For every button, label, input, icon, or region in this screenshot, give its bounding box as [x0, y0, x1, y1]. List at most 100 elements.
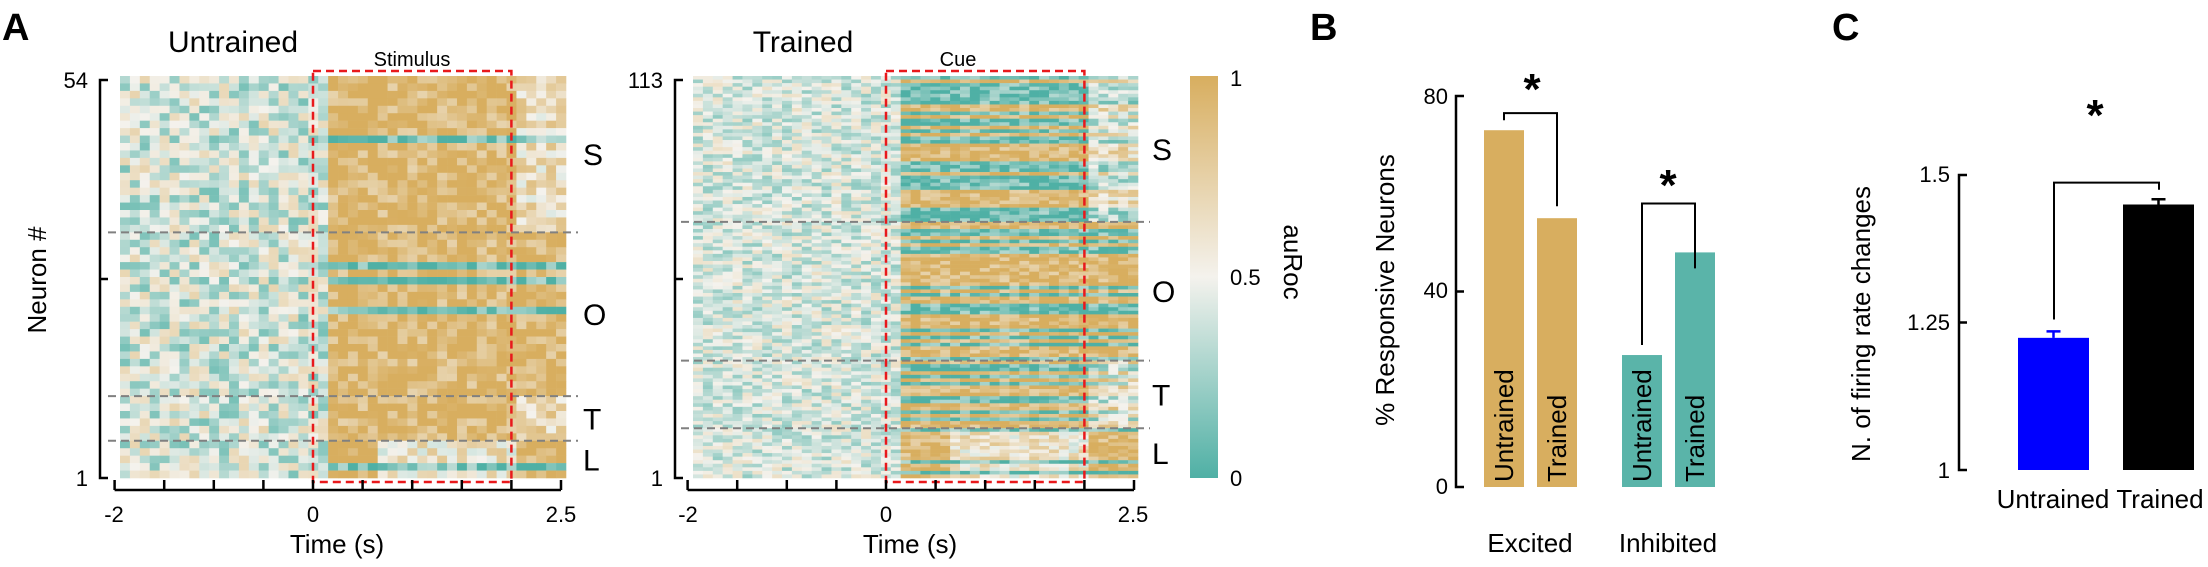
heatmap-cell	[338, 195, 349, 203]
heatmap-cell	[298, 284, 309, 293]
heatmap-cell	[377, 321, 388, 330]
heatmap-cell	[1019, 196, 1030, 201]
heatmap-cell	[702, 115, 714, 119]
heatmap-cell	[219, 403, 230, 412]
heatmap-cell	[801, 100, 812, 105]
heatmap-cell	[129, 277, 141, 285]
heatmap-cell	[693, 125, 704, 130]
heatmap-cell	[437, 187, 448, 196]
heatmap-cell	[407, 403, 418, 412]
heatmap-cell	[328, 165, 339, 174]
heatmap-cell	[772, 90, 783, 95]
heatmap-cell	[179, 418, 190, 427]
heatmap-cell	[338, 157, 349, 166]
heatmap-cell	[930, 207, 941, 212]
heatmap-cell	[712, 150, 723, 155]
heatmap-cell	[890, 129, 901, 134]
heatmap-cell	[238, 232, 250, 241]
heatmap-cell	[328, 336, 339, 345]
heatmap-cell	[1019, 161, 1030, 166]
heatmap-cell	[772, 157, 783, 162]
heatmap-cell	[841, 253, 852, 258]
heatmap-cell	[989, 86, 1000, 91]
heatmap-cell	[179, 262, 190, 270]
heatmap-cell	[772, 86, 783, 91]
heatmap-cell	[209, 411, 220, 419]
heatmap-cell	[831, 122, 842, 127]
heatmap-cell	[1118, 189, 1129, 194]
heatmap-cell	[476, 98, 488, 107]
heatmap-cell	[910, 179, 921, 184]
heatmap-cell	[486, 143, 497, 151]
heatmap-cell	[417, 172, 428, 181]
heatmap-cell	[1058, 168, 1070, 173]
heatmap-cell	[248, 321, 260, 330]
heatmap-cell	[229, 418, 240, 427]
heatmap-cell	[732, 218, 743, 223]
heatmap-cell	[831, 236, 842, 240]
heatmap-cell	[120, 329, 131, 337]
heatmap-cell	[278, 217, 289, 226]
heatmap-cell	[1098, 271, 1109, 276]
heatmap-cell	[1068, 136, 1079, 141]
heatmap-cell	[969, 118, 981, 123]
heatmap-cell	[890, 111, 901, 116]
heatmap-cell	[900, 250, 911, 255]
heatmap-cell	[199, 433, 210, 442]
heatmap-cell	[702, 97, 714, 102]
heatmap-cell	[950, 271, 961, 276]
heatmap-cell	[693, 275, 704, 280]
heatmap-cell	[1009, 243, 1020, 248]
heatmap-cell	[179, 411, 190, 419]
heatmap-cell	[516, 239, 527, 248]
heatmap-cell	[288, 254, 299, 263]
heatmap-cell	[930, 83, 941, 87]
heatmap-cell	[1128, 204, 1139, 208]
heatmap-cell	[1049, 232, 1060, 237]
heatmap-cell	[890, 83, 901, 87]
heatmap-cell	[712, 154, 723, 159]
heatmap-cell	[1019, 76, 1030, 80]
heatmap-cell	[407, 239, 418, 248]
heatmap-cell	[1088, 79, 1099, 84]
heatmap-cell	[940, 218, 951, 223]
heatmap-cell	[308, 403, 319, 412]
heatmap-cell	[149, 143, 160, 151]
heatmap-cell	[1049, 218, 1060, 223]
heatmap-cell	[357, 247, 369, 255]
heatmap-cell	[139, 433, 151, 442]
heatmap-cell	[1058, 140, 1070, 144]
heatmap-cell	[258, 143, 269, 151]
heatmap-cell	[821, 207, 832, 212]
heatmap-cell	[149, 366, 160, 375]
heatmap-cell	[900, 161, 911, 166]
heatmap-cell	[1108, 204, 1119, 208]
heatmap-cell	[347, 366, 359, 375]
heatmap-cell	[791, 115, 803, 119]
heatmap-cell	[969, 164, 981, 169]
heatmap-cell	[1029, 179, 1040, 184]
heatmap-cell	[1108, 189, 1119, 194]
heatmap-cell	[248, 187, 260, 196]
heatmap-cell	[328, 172, 339, 181]
heatmap-cell	[447, 425, 458, 434]
heatmap-cell	[1068, 214, 1079, 219]
heatmap-cell	[367, 306, 378, 315]
heatmap-cell	[496, 165, 507, 174]
heatmap-cell	[801, 239, 812, 244]
heatmap-cell	[268, 254, 279, 263]
heatmap-cell	[732, 79, 743, 84]
heatmap-cell	[387, 373, 398, 382]
heatmap-cell	[496, 128, 507, 136]
heatmap-cell	[693, 129, 704, 134]
heatmap-cell	[1029, 140, 1040, 144]
heatmap-cell	[456, 351, 468, 360]
heatmap-cell	[989, 132, 1000, 137]
heatmap-cell	[693, 132, 704, 137]
heatmap-cell	[1068, 157, 1079, 162]
heatmap-cell	[1019, 246, 1030, 251]
heatmap-cell	[417, 157, 428, 166]
heatmap-cell	[328, 425, 339, 434]
heatmap-cell	[969, 271, 981, 276]
heatmap-cell	[496, 210, 507, 218]
